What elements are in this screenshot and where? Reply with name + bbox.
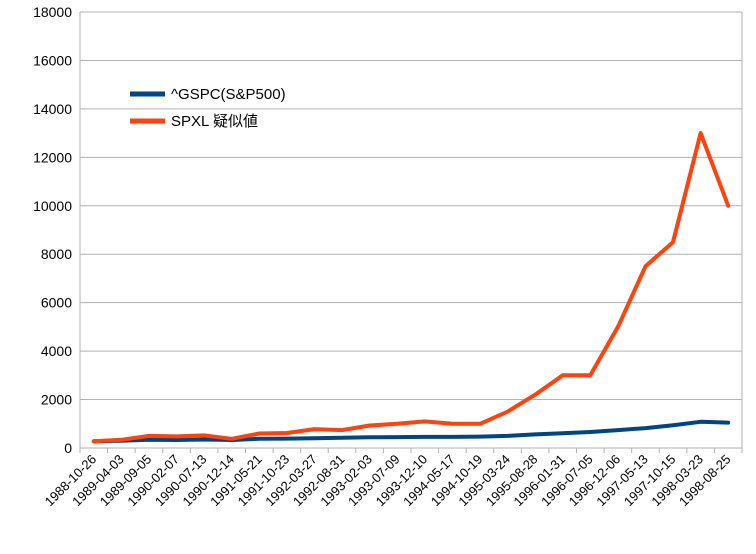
y-tick-label: 8000 [41,246,72,262]
legend-label-spxl: SPXL 疑似値 [171,113,258,130]
y-tick-label: 6000 [41,295,72,311]
y-tick-label: 4000 [41,343,72,359]
x-axis-ticks: 1988-10-261989-04-031989-09-051990-02-07… [42,448,743,509]
y-tick-label: 10000 [33,198,72,214]
y-axis-ticks: 0 2000 4000 6000 8000 10000 12000 14000 16000 180… [33,4,72,456]
y-tick-label: 16000 [33,52,72,68]
gridlines [79,11,743,449]
y-tick-label: 14000 [33,101,72,117]
legend: ^GSPC(S&P500) SPXL 疑似値 [130,86,286,130]
y-tick-label: 18000 [33,4,72,20]
y-tick-label: 12000 [33,149,72,165]
series-line-1 [91,131,731,444]
legend-label-gspc: ^GSPC(S&P500) [171,86,286,103]
series-lines [91,131,731,444]
series-line-0 [91,419,731,444]
y-tick-label: 2000 [41,392,72,408]
y-tick-label: 0 [64,440,72,456]
